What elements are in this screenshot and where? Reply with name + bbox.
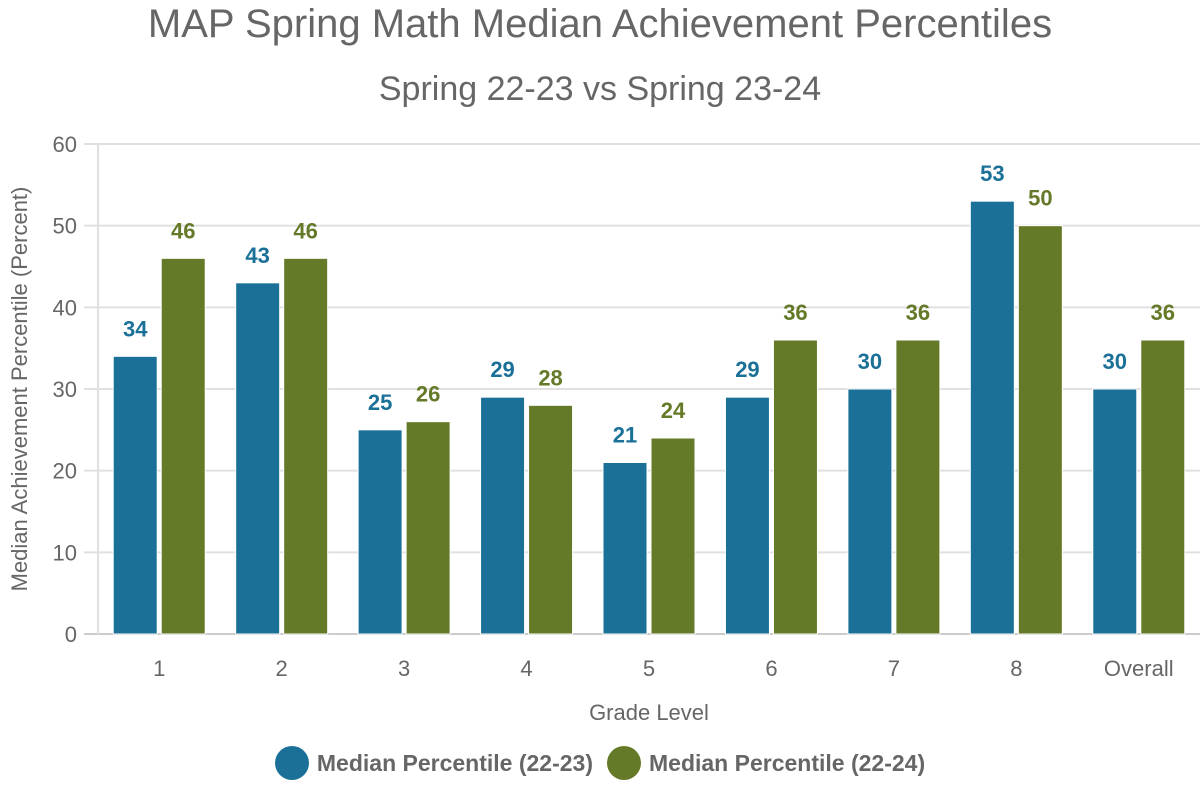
bar[interactable] [724, 396, 770, 635]
bar[interactable] [602, 462, 648, 635]
bar[interactable] [357, 429, 403, 635]
data-label: 34 [123, 316, 148, 341]
bar[interactable] [1140, 339, 1186, 635]
legend-item-22-23[interactable]: Median Percentile (22-23) [274, 746, 593, 780]
data-label: 53 [980, 161, 1004, 186]
data-label: 28 [538, 365, 562, 390]
x-tick-label: Overall [1104, 656, 1174, 681]
legend-label: Median Percentile (22-23) [316, 749, 593, 776]
legend-marker-icon [607, 746, 641, 780]
y-tick-label: 20 [53, 459, 77, 484]
data-label: 25 [368, 390, 392, 415]
x-tick-label: 3 [398, 656, 410, 681]
data-label: 29 [490, 357, 514, 382]
bar[interactable] [772, 339, 818, 635]
legend-marker-icon [274, 746, 309, 780]
bar[interactable] [235, 282, 281, 635]
chart-title: MAP Spring Math Median Achievement Perce… [147, 2, 1053, 46]
legend: Median Percentile (22-23) Median Percent… [0, 746, 1200, 780]
y-tick-label: 30 [53, 377, 77, 402]
legend-label: Median Percentile (22-24) [649, 749, 926, 776]
legend-item-22-24[interactable]: Median Percentile (22-24) [607, 746, 925, 780]
chart-subtitle: Spring 22-23 vs Spring 23-24 [378, 70, 822, 108]
data-label: 43 [245, 243, 269, 268]
data-label: 21 [613, 423, 637, 448]
bar[interactable] [405, 421, 451, 635]
x-tick-label: 7 [888, 656, 900, 681]
data-label: 36 [783, 300, 807, 325]
x-axis-ticks: 1 2 3 4 5 6 7 8 Overall [153, 656, 1174, 681]
bar[interactable] [480, 396, 526, 635]
bar[interactable] [1017, 225, 1063, 635]
data-label: 46 [171, 218, 195, 243]
data-label: 30 [858, 349, 882, 374]
data-label: 46 [293, 218, 317, 243]
x-tick-label: 5 [643, 656, 655, 681]
y-tick-label: 10 [53, 540, 77, 565]
bar[interactable] [112, 355, 158, 635]
data-label: 30 [1103, 349, 1127, 374]
bar[interactable] [528, 404, 574, 635]
y-axis-ticks: 0 10 20 30 40 50 60 [53, 132, 77, 647]
x-tick-label: 6 [765, 656, 777, 681]
x-tick-label: 1 [153, 656, 165, 681]
data-label: 29 [735, 357, 759, 382]
bar[interactable] [847, 388, 893, 635]
bar[interactable] [160, 257, 206, 635]
x-tick-label: 2 [276, 656, 288, 681]
data-label: 36 [906, 300, 930, 325]
bar[interactable] [283, 257, 329, 635]
bar[interactable] [969, 200, 1015, 635]
data-label: 26 [416, 382, 440, 407]
y-tick-label: 60 [53, 132, 77, 157]
x-tick-label: 8 [1010, 656, 1022, 681]
data-label: 50 [1028, 186, 1052, 211]
bar[interactable] [1092, 388, 1138, 635]
data-label: 24 [661, 398, 686, 423]
bar-series: 34 46 43 46 25 26 29 28 21 24 29 36 30 36 53 50 30 36 [112, 161, 1186, 635]
x-axis-label: Grade Level [589, 700, 709, 725]
y-tick-label: 50 [53, 214, 77, 239]
y-tick-label: 0 [65, 622, 77, 647]
x-tick-label: 4 [520, 656, 532, 681]
bar[interactable] [650, 437, 696, 635]
y-tick-label: 40 [53, 295, 77, 320]
data-label: 36 [1151, 300, 1175, 325]
bar[interactable] [895, 339, 941, 635]
